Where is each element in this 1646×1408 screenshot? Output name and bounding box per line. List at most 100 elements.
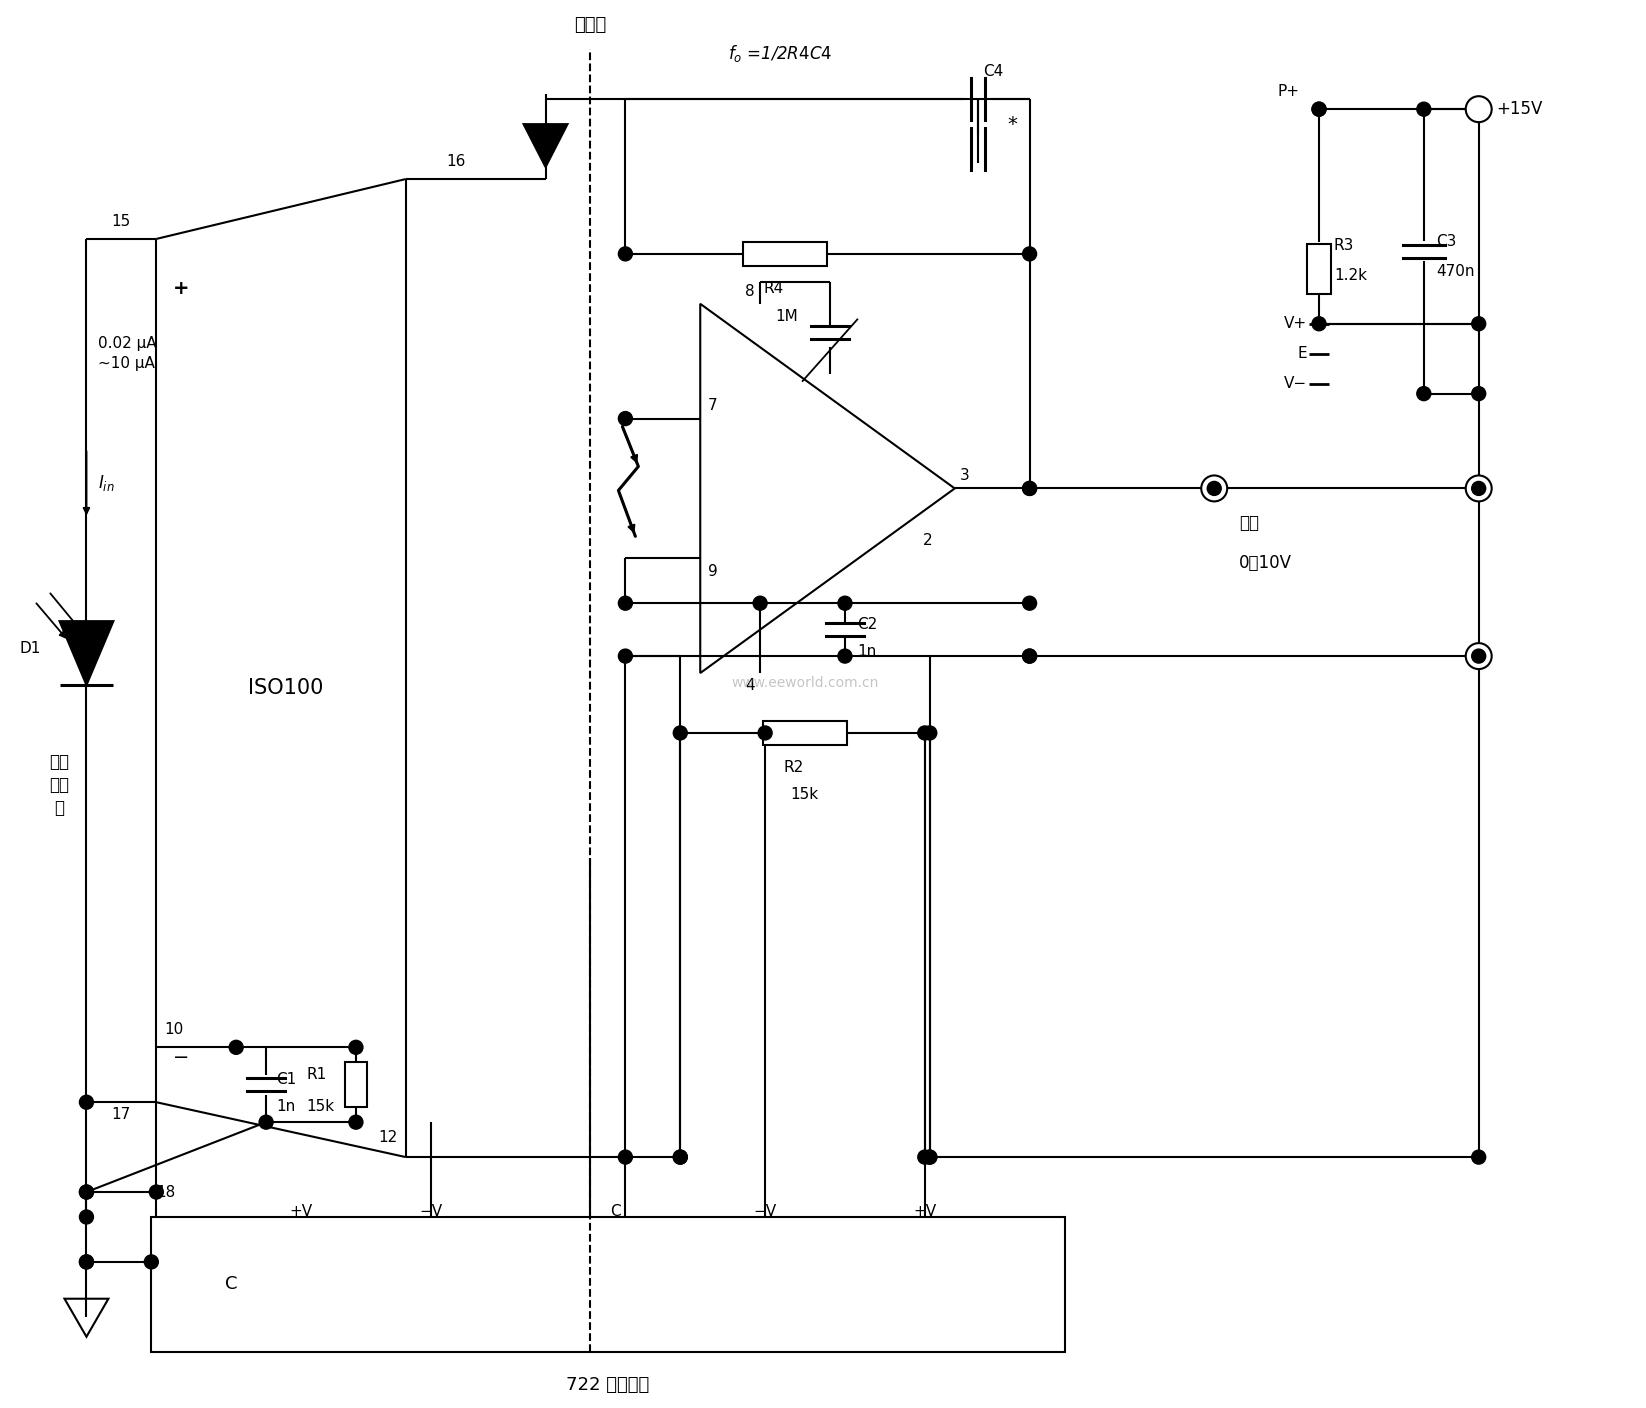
Circle shape <box>258 1115 273 1129</box>
Text: C4: C4 <box>983 65 1002 79</box>
Text: −V: −V <box>754 1204 777 1219</box>
Circle shape <box>79 1186 94 1200</box>
Circle shape <box>229 1041 244 1055</box>
Circle shape <box>838 649 853 663</box>
Text: $I_{in}$: $I_{in}$ <box>99 473 115 493</box>
Text: 1M: 1M <box>775 308 798 324</box>
Text: R2: R2 <box>783 760 803 774</box>
Text: C: C <box>226 1276 237 1294</box>
Text: 12: 12 <box>379 1131 398 1145</box>
Circle shape <box>1417 387 1430 401</box>
Circle shape <box>1417 103 1430 117</box>
Circle shape <box>1465 96 1491 122</box>
Bar <box>151 1217 1065 1352</box>
Circle shape <box>1465 476 1491 501</box>
Circle shape <box>918 727 932 741</box>
Circle shape <box>1472 317 1486 331</box>
Text: C1: C1 <box>277 1073 296 1087</box>
Circle shape <box>619 596 632 610</box>
Text: 1n: 1n <box>858 643 876 659</box>
Circle shape <box>79 1209 94 1224</box>
Circle shape <box>150 1186 163 1200</box>
Circle shape <box>673 727 688 741</box>
Circle shape <box>79 1255 94 1269</box>
Circle shape <box>923 1150 937 1164</box>
Text: V−: V− <box>1284 376 1307 391</box>
Text: R1: R1 <box>306 1067 326 1083</box>
Text: 1n: 1n <box>277 1100 295 1114</box>
Circle shape <box>754 596 767 610</box>
Text: ISO100: ISO100 <box>249 679 324 698</box>
Text: V+: V+ <box>1284 317 1307 331</box>
Circle shape <box>1022 482 1037 496</box>
Bar <box>346 1062 367 1107</box>
Circle shape <box>1207 482 1221 496</box>
Circle shape <box>923 1150 937 1164</box>
Text: +V: +V <box>914 1204 937 1219</box>
Circle shape <box>918 1150 932 1164</box>
Circle shape <box>838 596 853 610</box>
Text: 8: 8 <box>746 284 756 298</box>
Circle shape <box>349 1115 362 1129</box>
Circle shape <box>1472 482 1486 496</box>
Text: 0～10V: 0～10V <box>1239 555 1292 572</box>
Circle shape <box>923 727 937 741</box>
Circle shape <box>1472 649 1486 663</box>
Circle shape <box>79 1095 94 1110</box>
Text: P+: P+ <box>1277 84 1299 99</box>
Circle shape <box>1465 643 1491 669</box>
Circle shape <box>619 246 632 260</box>
Text: −: − <box>173 1048 189 1067</box>
Text: +15V: +15V <box>1496 100 1542 118</box>
Circle shape <box>619 1150 632 1164</box>
Text: 10: 10 <box>165 1022 184 1038</box>
Text: C2: C2 <box>858 617 877 632</box>
Text: 1.2k: 1.2k <box>1333 269 1366 283</box>
Text: 3: 3 <box>960 469 969 483</box>
Text: 0.02 μA
~10 μA: 0.02 μA ~10 μA <box>99 337 156 372</box>
Text: 722 隔离电源: 722 隔离电源 <box>566 1376 650 1394</box>
Text: D1: D1 <box>20 641 41 656</box>
Circle shape <box>619 649 632 663</box>
Bar <box>742 242 826 266</box>
Circle shape <box>1472 387 1486 401</box>
Circle shape <box>349 1041 362 1055</box>
Text: 15k: 15k <box>306 1100 334 1114</box>
Circle shape <box>79 1255 94 1269</box>
Text: 18: 18 <box>156 1184 176 1200</box>
Circle shape <box>1472 1150 1486 1164</box>
Polygon shape <box>523 124 568 168</box>
Circle shape <box>1312 103 1327 117</box>
Text: 15k: 15k <box>790 787 818 801</box>
Circle shape <box>1022 596 1037 610</box>
Circle shape <box>1022 246 1037 260</box>
Circle shape <box>1202 476 1228 501</box>
Text: 2: 2 <box>923 534 932 548</box>
Text: R4: R4 <box>764 280 783 296</box>
Text: $f_o$ =1/2$R4C4$: $f_o$ =1/2$R4C4$ <box>728 44 833 65</box>
Text: 4: 4 <box>746 679 756 693</box>
Text: +V: +V <box>290 1204 313 1219</box>
Text: +: + <box>173 279 189 298</box>
Text: R3: R3 <box>1333 238 1355 253</box>
Text: 16: 16 <box>446 153 466 169</box>
Polygon shape <box>59 621 114 686</box>
Text: 9: 9 <box>708 565 718 579</box>
Circle shape <box>1022 482 1037 496</box>
Circle shape <box>673 1150 688 1164</box>
Circle shape <box>1312 317 1327 331</box>
Text: www.eeworld.com.cn: www.eeworld.com.cn <box>731 676 879 690</box>
Bar <box>764 721 848 745</box>
Circle shape <box>673 1150 688 1164</box>
Circle shape <box>1022 649 1037 663</box>
Text: *: * <box>1007 114 1017 134</box>
Circle shape <box>145 1255 158 1269</box>
Text: 7: 7 <box>708 397 718 413</box>
Text: 17: 17 <box>112 1107 132 1122</box>
Circle shape <box>79 1186 94 1200</box>
Circle shape <box>1022 649 1037 663</box>
Text: 光电
二极
管: 光电 二极 管 <box>49 753 69 817</box>
Text: E: E <box>1297 346 1307 362</box>
Text: 输出: 输出 <box>1239 514 1259 532</box>
Text: C: C <box>611 1204 621 1219</box>
